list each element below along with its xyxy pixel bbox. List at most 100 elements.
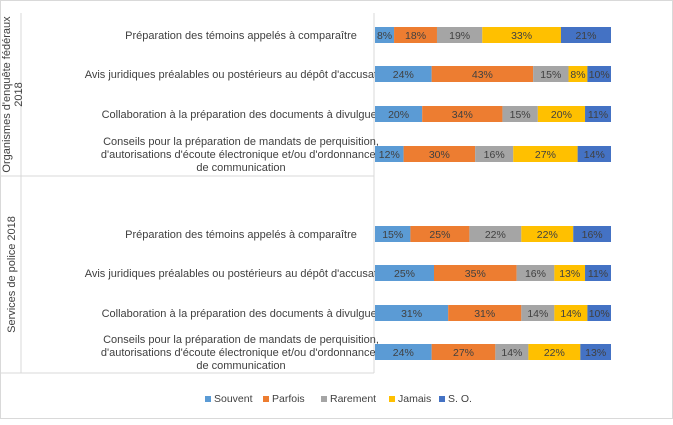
- data-label: 15%: [382, 229, 403, 241]
- bar-segment-so: [587, 305, 611, 321]
- data-label: 10%: [589, 308, 610, 320]
- bar-segment-rarement: [495, 344, 529, 360]
- bar-segment-souvent: [375, 226, 411, 242]
- bar-segment-souvent: [375, 66, 432, 82]
- category-label: Conseils pour la préparation de mandats …: [101, 136, 382, 174]
- data-label: 25%: [394, 268, 415, 280]
- legend-entry: Jamais: [398, 393, 431, 405]
- data-label: 31%: [401, 308, 422, 320]
- category-label: Préparation des témoins appelés à compar…: [125, 30, 357, 42]
- bar-segment-souvent: [375, 146, 404, 162]
- bar-segment-so: [585, 265, 611, 281]
- data-label: 10%: [589, 69, 610, 81]
- bar-segment-rarement: [469, 226, 522, 242]
- data-label: 21%: [575, 30, 596, 42]
- bar-segment-parfois: [434, 265, 517, 281]
- bar-segment-jamais: [513, 146, 578, 162]
- group-label: Organismes d'enquête fédéraux2018: [1, 16, 25, 173]
- group-label: Services de police 2018: [6, 216, 18, 333]
- bar-segment-rarement: [521, 305, 555, 321]
- legend-entry: S. O.: [448, 393, 472, 405]
- data-label: 14%: [501, 347, 522, 359]
- bar-segment-so: [580, 344, 611, 360]
- data-label: 20%: [551, 109, 572, 121]
- bar-segment-so: [587, 66, 611, 82]
- data-label: 18%: [405, 30, 426, 42]
- data-label: 27%: [535, 149, 556, 161]
- data-label: 14%: [527, 308, 548, 320]
- bar-segment-jamais: [537, 106, 586, 122]
- legend-entry: Rarement: [330, 393, 376, 405]
- category-label: Avis juridiques préalables ou postérieur…: [85, 69, 398, 81]
- data-label: 16%: [484, 149, 505, 161]
- bar-segment-parfois: [410, 226, 470, 242]
- data-label: 12%: [379, 149, 400, 161]
- bar-segment-jamais: [482, 27, 561, 43]
- data-label: 30%: [429, 149, 450, 161]
- data-label: 22%: [544, 347, 565, 359]
- bar-segment-rarement: [502, 106, 538, 122]
- bar-segment-so: [585, 106, 611, 122]
- data-label: 43%: [472, 69, 493, 81]
- category-label: Avis juridiques préalables ou postérieur…: [85, 268, 398, 280]
- data-label: 24%: [393, 69, 414, 81]
- bar-segment-souvent: [375, 305, 449, 321]
- bar-segment-rarement: [533, 66, 569, 82]
- data-label: 11%: [588, 109, 608, 121]
- data-label: 20%: [388, 109, 409, 121]
- bar-segment-parfois: [431, 66, 534, 82]
- data-label: 8%: [377, 30, 392, 42]
- bar-segment-jamais: [528, 344, 581, 360]
- category-label: Collaboration à la préparation des docum…: [102, 109, 381, 121]
- bar-segment-jamais: [554, 305, 588, 321]
- bar-segment-rarement: [475, 146, 514, 162]
- data-label: 27%: [453, 347, 474, 359]
- data-label: 25%: [429, 229, 450, 241]
- data-label: 8%: [570, 69, 585, 81]
- legend-swatch: [263, 396, 269, 402]
- bar-segment-parfois: [394, 27, 437, 43]
- legend-swatch: [205, 396, 211, 402]
- data-label: 35%: [465, 268, 486, 280]
- bar-segment-souvent: [375, 27, 395, 43]
- bar-segment-rarement: [436, 27, 483, 43]
- bar-segment-rarement: [516, 265, 555, 281]
- data-label: 13%: [585, 347, 606, 359]
- data-label: 14%: [584, 149, 605, 161]
- data-label: 13%: [559, 268, 580, 280]
- bar-segment-parfois: [431, 344, 496, 360]
- category-label: Préparation des témoins appelés à compar…: [125, 229, 357, 241]
- bar-segment-souvent: [375, 344, 432, 360]
- data-label: 15%: [540, 69, 561, 81]
- data-label: 31%: [474, 308, 495, 320]
- data-label: 14%: [560, 308, 581, 320]
- legend-swatch: [389, 396, 395, 402]
- legend-swatch: [439, 396, 445, 402]
- bar-segment-parfois: [422, 106, 503, 122]
- category-label: Conseils pour la préparation de mandats …: [101, 334, 382, 372]
- data-label: 16%: [582, 229, 603, 241]
- data-label: 22%: [485, 229, 506, 241]
- bar-segment-jamais: [521, 226, 574, 242]
- data-label: 34%: [452, 109, 473, 121]
- bar-segment-jamais: [568, 66, 588, 82]
- data-label: 15%: [510, 109, 531, 121]
- bar-segment-so: [560, 27, 611, 43]
- data-label: 33%: [511, 30, 532, 42]
- bar-segment-souvent: [375, 106, 423, 122]
- data-label: 19%: [449, 30, 470, 42]
- bar-segment-so: [573, 226, 611, 242]
- bar-segment-parfois: [403, 146, 476, 162]
- category-label: Collaboration à la préparation des docum…: [102, 308, 381, 320]
- data-label: 22%: [537, 229, 558, 241]
- bar-segment-parfois: [448, 305, 522, 321]
- bar-segment-jamais: [554, 265, 586, 281]
- data-label: 11%: [588, 268, 608, 280]
- data-label: 16%: [525, 268, 546, 280]
- bar-segment-so: [577, 146, 611, 162]
- legend-swatch: [321, 396, 327, 402]
- legend-entry: Parfois: [272, 393, 305, 405]
- bar-segment-souvent: [375, 265, 434, 281]
- data-label: 24%: [393, 347, 414, 359]
